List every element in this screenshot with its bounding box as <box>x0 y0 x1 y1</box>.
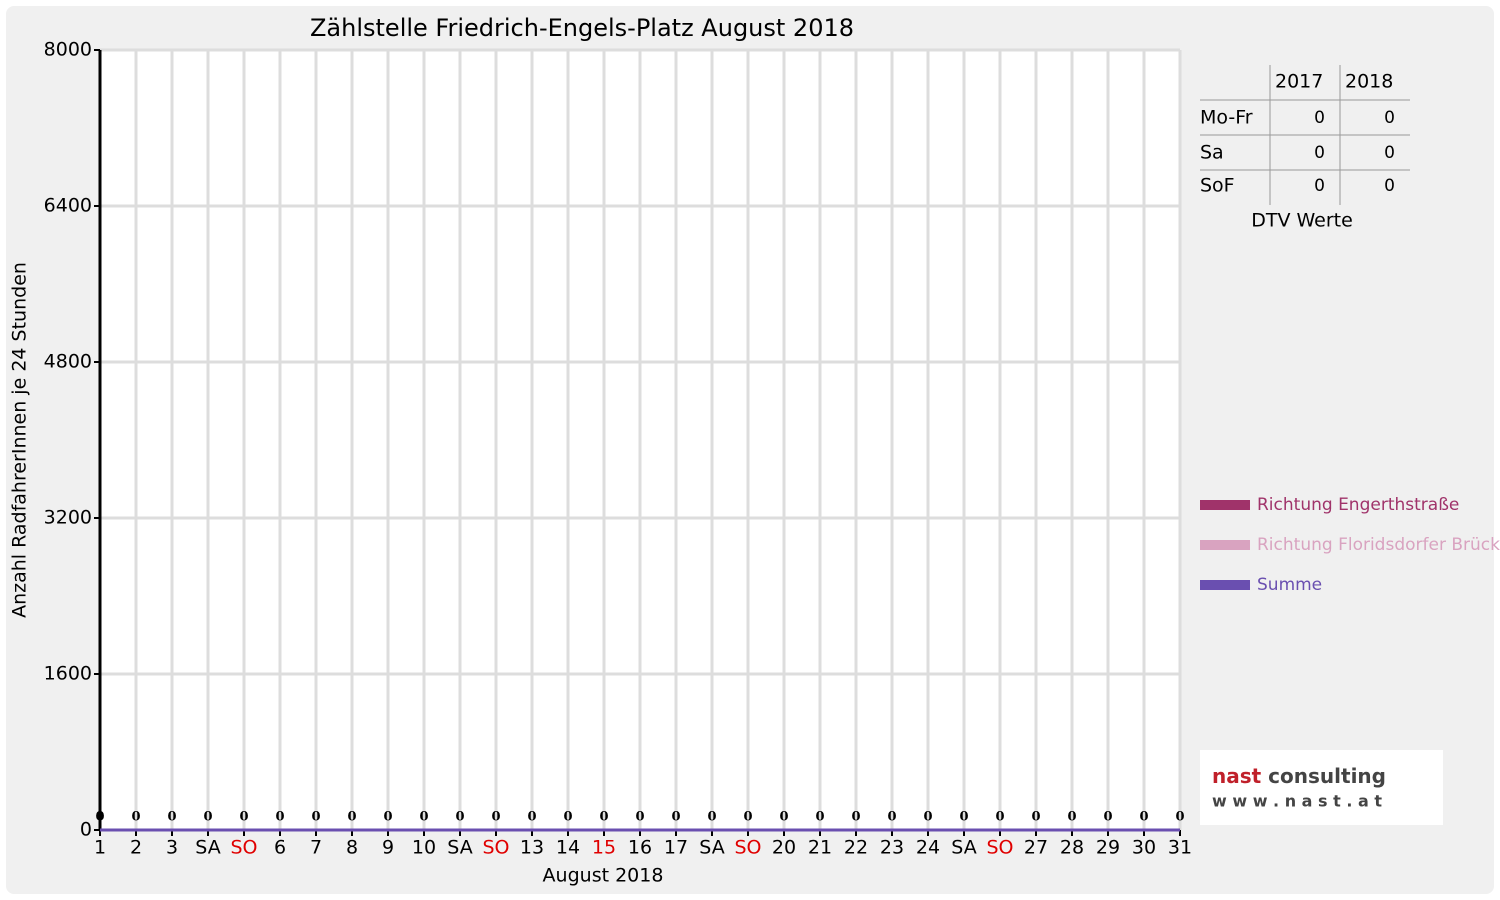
data-label: 0 <box>1103 810 1112 825</box>
x-tick-label: 30 <box>1132 837 1156 859</box>
table-cell: 0 <box>1314 176 1325 196</box>
x-tick-label: SO <box>230 837 257 859</box>
legend-swatch <box>1200 540 1250 550</box>
logo-text: nast consulting <box>1212 764 1386 788</box>
table-cell: 0 <box>1314 108 1325 128</box>
x-tick-label: 16 <box>628 837 652 859</box>
x-tick-label: 31 <box>1168 837 1192 859</box>
x-tick-label: 23 <box>880 837 904 859</box>
x-tick-label: 2 <box>130 837 142 859</box>
logo-name: consulting <box>1268 764 1386 788</box>
x-tick-label: 15 <box>592 837 616 859</box>
data-label: 0 <box>95 810 104 825</box>
data-label: 0 <box>347 810 356 825</box>
data-label: 0 <box>275 810 284 825</box>
data-label: 0 <box>491 810 500 825</box>
data-label: 0 <box>419 810 428 825</box>
data-label: 0 <box>815 810 824 825</box>
legend-label: Richtung Engerthstraße <box>1257 495 1459 515</box>
x-tick-label: 24 <box>916 837 940 859</box>
legend-swatch <box>1200 580 1250 590</box>
y-tick-label: 1600 <box>44 663 92 685</box>
x-tick-label: 13 <box>520 837 544 859</box>
x-axis-label: August 2018 <box>543 865 664 887</box>
x-tick-label: 9 <box>382 837 394 859</box>
x-tick-label: SA <box>447 837 472 859</box>
x-tick-label: 10 <box>412 837 436 859</box>
x-tick-label: 22 <box>844 837 868 859</box>
x-tick-label: SA <box>951 837 976 859</box>
x-tick-label: 6 <box>274 837 286 859</box>
data-label: 0 <box>527 810 536 825</box>
data-label: 0 <box>563 810 572 825</box>
data-label: 0 <box>455 810 464 825</box>
x-tick-label: 14 <box>556 837 580 859</box>
x-tick-label: 27 <box>1024 837 1048 859</box>
x-tick-label: SO <box>986 837 1013 859</box>
data-label: 0 <box>743 810 752 825</box>
data-label: 0 <box>1139 810 1148 825</box>
data-label: 0 <box>167 810 176 825</box>
y-tick-label: 4800 <box>44 351 92 373</box>
data-label: 0 <box>851 810 860 825</box>
table-header: 2018 <box>1345 71 1393 93</box>
table-cell: 0 <box>1314 143 1325 163</box>
x-tick-label: 7 <box>310 837 322 859</box>
x-tick-label: 20 <box>772 837 796 859</box>
table-cell: 0 <box>1384 108 1395 128</box>
data-label: 0 <box>1175 810 1184 825</box>
data-label: 0 <box>239 810 248 825</box>
data-label: 0 <box>311 810 320 825</box>
x-tick-label: 8 <box>346 837 358 859</box>
x-tick-label: 21 <box>808 837 832 859</box>
data-label: 0 <box>599 810 608 825</box>
logo-brand: nast <box>1212 764 1262 788</box>
x-tick-label: 28 <box>1060 837 1084 859</box>
x-tick-label: SO <box>482 837 509 859</box>
data-label: 0 <box>383 810 392 825</box>
data-label: 0 <box>923 810 932 825</box>
data-label: 0 <box>959 810 968 825</box>
table-row-label: Mo-Fr <box>1200 107 1253 129</box>
x-tick-label: 17 <box>664 837 688 859</box>
table-caption: DTV Werte <box>1251 210 1353 232</box>
data-label: 0 <box>995 810 1004 825</box>
legend-swatch <box>1200 500 1250 510</box>
data-label: 0 <box>671 810 680 825</box>
x-tick-label: SA <box>195 837 220 859</box>
logo-box <box>1200 750 1443 825</box>
x-tick-label: 29 <box>1096 837 1120 859</box>
x-tick-label: SO <box>734 837 761 859</box>
legend-label: Summe <box>1257 575 1322 595</box>
table-header: 2017 <box>1275 71 1323 93</box>
y-axis-label: Anzahl RadfahrerInnen je 24 Stunden <box>9 262 31 618</box>
data-label: 0 <box>203 810 212 825</box>
table-cell: 0 <box>1384 143 1395 163</box>
x-tick-label: 3 <box>166 837 178 859</box>
data-label: 0 <box>1067 810 1076 825</box>
table-row-label: Sa <box>1200 142 1224 164</box>
table-row-label: SoF <box>1200 175 1235 197</box>
x-tick-label: 1 <box>94 837 106 859</box>
data-label: 0 <box>887 810 896 825</box>
chart-title: Zählstelle Friedrich-Engels-Platz August… <box>310 14 854 42</box>
x-tick-label: SA <box>699 837 724 859</box>
y-tick-label: 3200 <box>44 507 92 529</box>
data-label: 0 <box>635 810 644 825</box>
data-label: 0 <box>707 810 716 825</box>
data-label: 0 <box>779 810 788 825</box>
table-cell: 0 <box>1384 176 1395 196</box>
y-tick-label: 8000 <box>44 39 92 61</box>
data-label: 0 <box>131 810 140 825</box>
legend-label: Richtung Floridsdorfer Brücke <box>1257 535 1500 555</box>
logo-url: w w w . n a s t . a t <box>1212 792 1382 811</box>
data-label: 0 <box>1031 810 1040 825</box>
y-tick-label: 0 <box>80 819 92 841</box>
y-tick-label: 6400 <box>44 195 92 217</box>
